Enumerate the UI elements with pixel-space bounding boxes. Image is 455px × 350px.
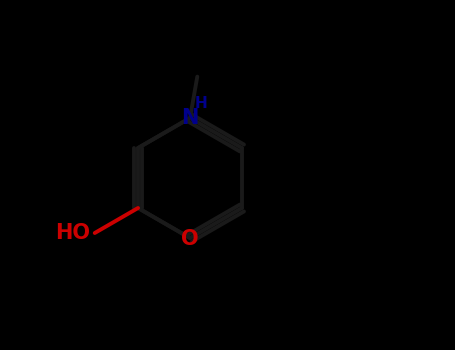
Text: HO: HO	[55, 223, 90, 243]
Text: N: N	[181, 108, 199, 128]
Text: H: H	[195, 97, 207, 112]
Text: O: O	[181, 229, 199, 249]
